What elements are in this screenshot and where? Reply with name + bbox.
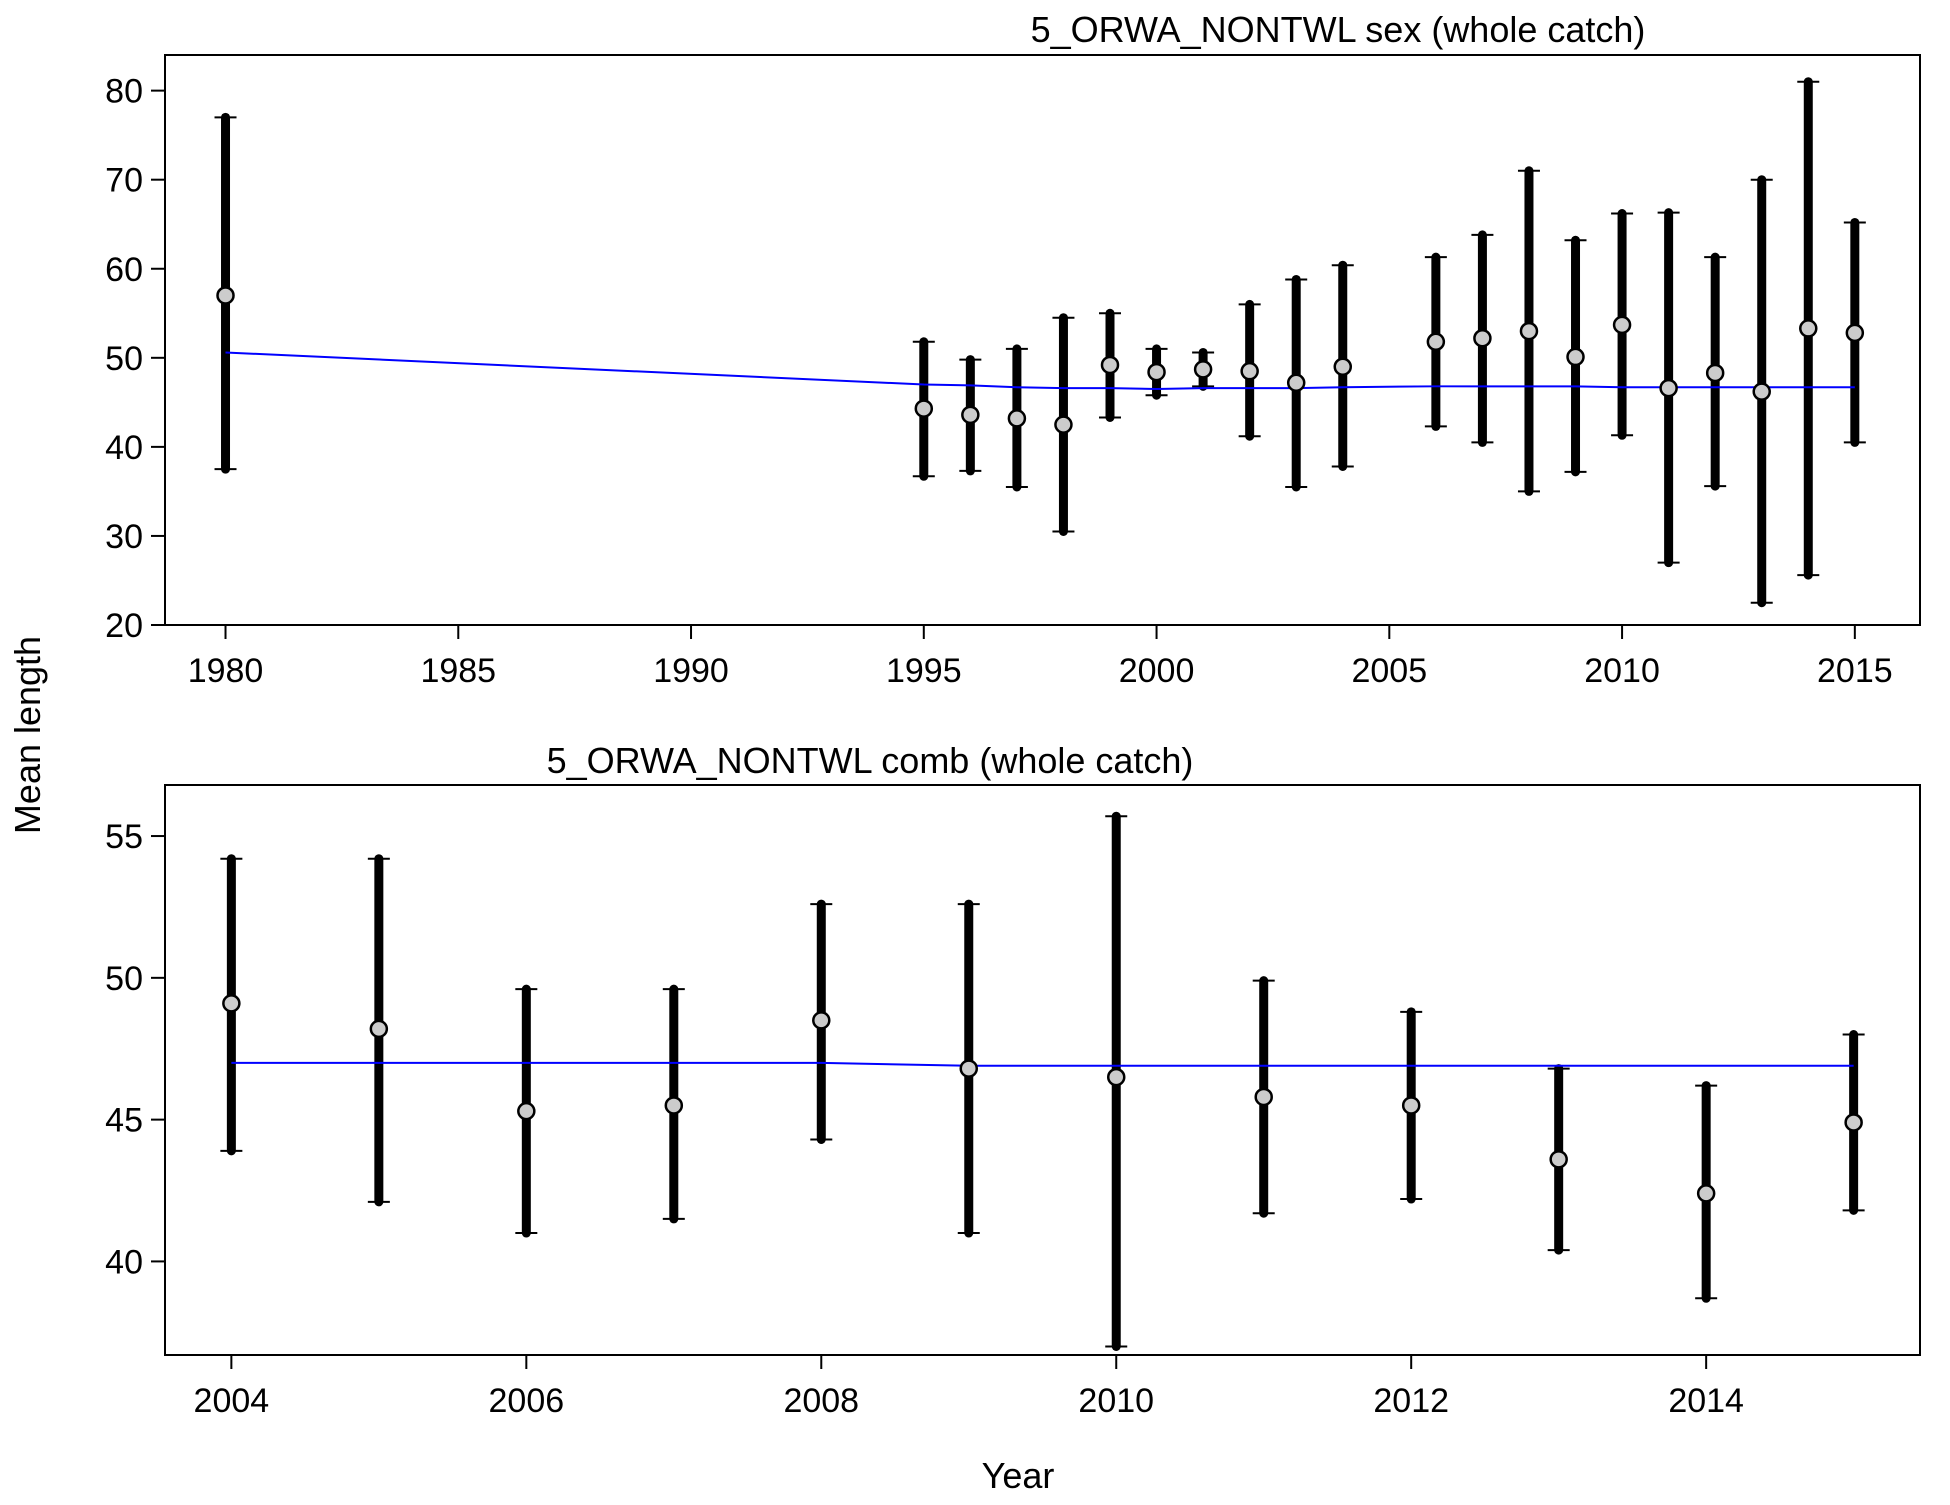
mean-point [1659, 378, 1678, 398]
mean-point [369, 1019, 389, 1039]
x-tick-label: 2012 [1373, 1382, 1449, 1420]
x-tick-label: 1990 [653, 652, 729, 690]
y-tick-label: 70 [105, 162, 143, 200]
mean-point [1549, 1150, 1568, 1169]
mean-point [1100, 355, 1120, 375]
mean-point [664, 1096, 684, 1115]
x-tick-label: 2004 [194, 1382, 270, 1420]
y-tick-label: 30 [105, 518, 143, 556]
mean-point [959, 1059, 979, 1078]
y-tick-label: 40 [105, 1243, 143, 1281]
mean-point [1705, 363, 1725, 383]
mean-point [1286, 373, 1306, 392]
mean-point [1844, 1113, 1863, 1132]
mean-point [1333, 357, 1353, 376]
mean-point [1519, 321, 1539, 341]
y-tick-label: 50 [105, 960, 143, 998]
y-tick-label: 55 [105, 818, 143, 856]
mean-point [216, 286, 235, 305]
mean-point [812, 1011, 831, 1030]
x-tick-label: 2000 [1119, 652, 1195, 690]
mean-point [1799, 319, 1818, 338]
y-tick-label: 45 [105, 1102, 143, 1140]
x-tick-label: 2006 [489, 1382, 565, 1420]
x-tick-label: 2015 [1817, 652, 1893, 690]
mean-point [1845, 323, 1865, 343]
plot-frame [164, 784, 1921, 1356]
panel-2-title: 5_ORWA_NONTWL comb (whole catch) [547, 740, 1194, 781]
y-tick-label: 50 [105, 340, 143, 378]
mean-point [222, 994, 241, 1013]
x-tick-label: 2005 [1351, 652, 1427, 690]
y-tick-label: 80 [105, 73, 143, 111]
y-tick-label: 60 [105, 251, 143, 289]
x-tick-label: 2010 [1078, 1382, 1154, 1420]
x-tick-label: 2008 [783, 1382, 859, 1420]
x-tick-label: 1985 [420, 652, 496, 690]
panel-2-plot: 40 45 50 55 2004 2006 2008 2010 2012 2014 [105, 784, 1921, 1420]
mean-point [1054, 415, 1073, 434]
plot-frame [164, 54, 1921, 626]
panel-1-plot: 20 30 40 50 60 70 80 1980 1985 1990 1995 2000 2005 20… [105, 54, 1921, 690]
mean-point [1696, 1184, 1716, 1203]
x-tick-label: 1995 [886, 652, 962, 690]
mean-point [1566, 347, 1585, 367]
mean-point [1193, 360, 1213, 379]
y-tick-label: 40 [105, 429, 143, 467]
mean-point [1612, 315, 1632, 335]
mean-point [517, 1101, 536, 1121]
panel-1-title: 5_ORWA_NONTWL sex (whole catch) [1031, 9, 1646, 50]
mean-point [1473, 328, 1492, 348]
mean-point [961, 405, 980, 425]
x-tick-label: 2014 [1668, 1382, 1744, 1420]
x-axis-label: Year [982, 1455, 1055, 1496]
x-tick-label: 1980 [188, 652, 264, 690]
fit-line [225, 351, 1855, 390]
mean-point [1007, 409, 1027, 428]
mean-point [1401, 1096, 1421, 1115]
x-tick-label: 2010 [1584, 652, 1660, 690]
mean-point [1147, 362, 1166, 382]
mean-point [914, 399, 934, 418]
mean-point [1426, 332, 1446, 352]
mean-point [1106, 1067, 1126, 1087]
y-axis-label: Mean length [7, 636, 48, 834]
fit-line [231, 1061, 1854, 1067]
mean-point [1254, 1087, 1273, 1107]
mean-point [1752, 382, 1771, 401]
mean-point [1240, 361, 1259, 381]
y-tick-label: 20 [105, 607, 143, 645]
